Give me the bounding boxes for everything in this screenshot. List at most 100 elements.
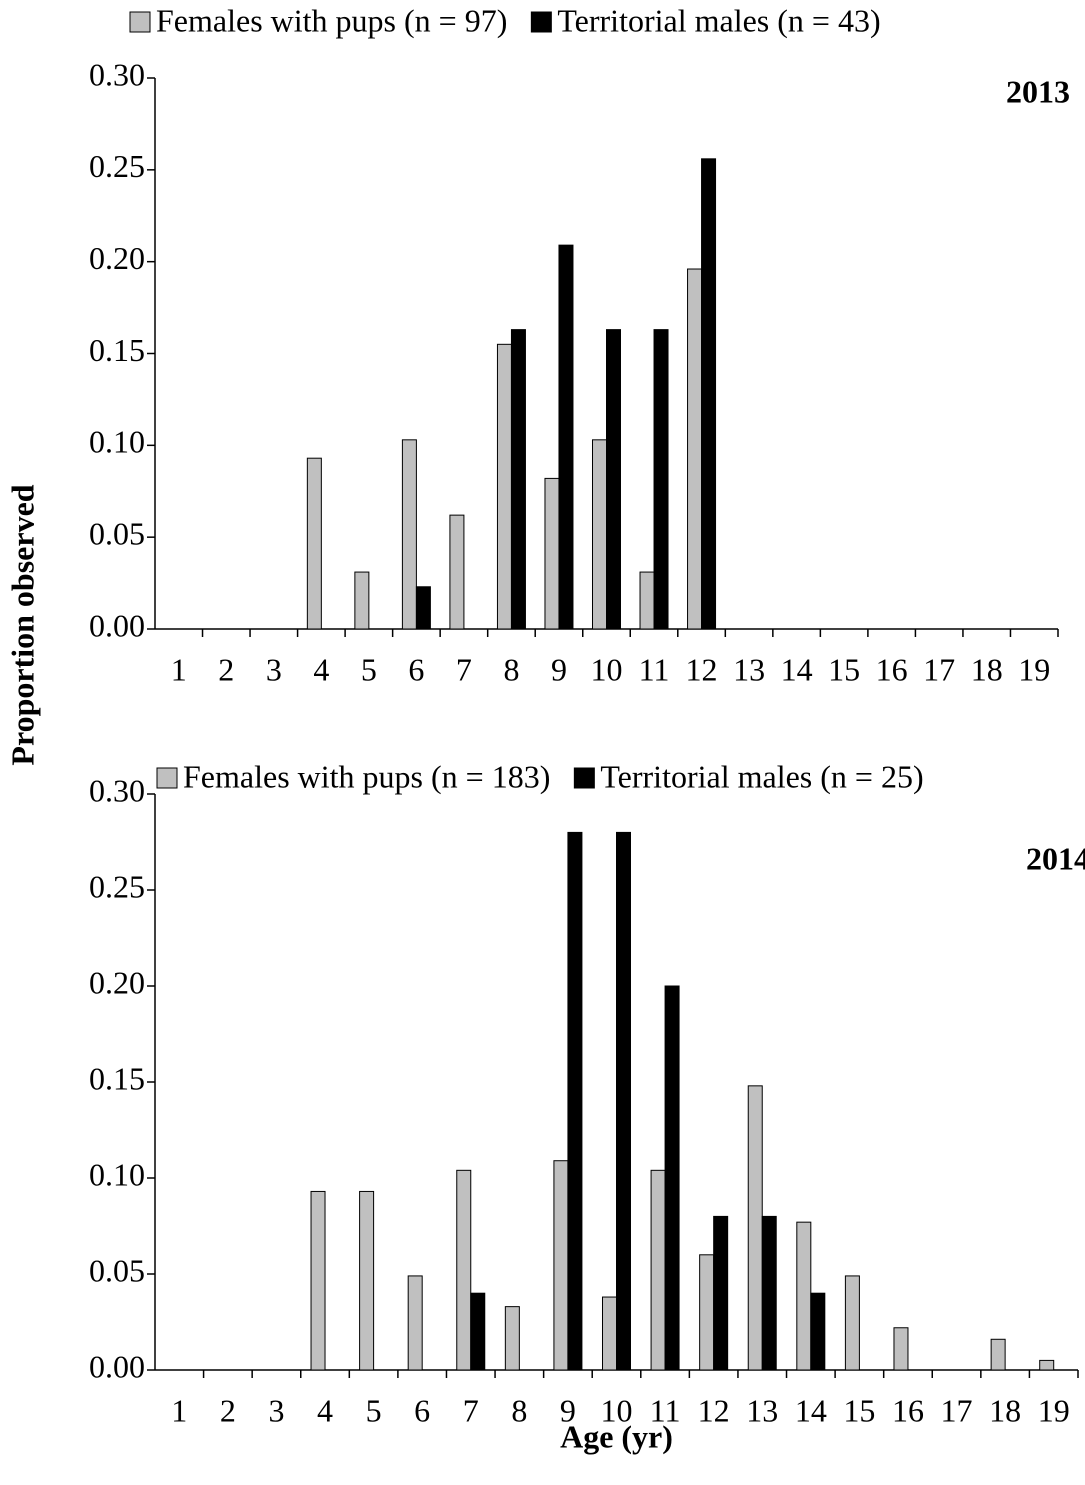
y-tick-label: 0.10	[89, 1156, 145, 1192]
bar	[713, 1215, 729, 1371]
x-tick-label: 13	[733, 651, 765, 687]
x-tick-label: 17	[923, 651, 955, 687]
x-tick-label: 9	[560, 1392, 576, 1428]
x-tick-label: 15	[828, 651, 860, 687]
x-tick-label: 18	[971, 651, 1003, 687]
bar	[504, 1306, 520, 1371]
bar	[456, 1169, 472, 1371]
y-tick-label: 0.25	[89, 148, 145, 184]
y-tick-label: 0.20	[89, 240, 145, 276]
x-tick-label: 19	[1038, 1392, 1070, 1428]
x-tick-label: 6	[414, 1392, 430, 1428]
bar	[496, 343, 512, 630]
x-tick-label: 10	[591, 651, 623, 687]
y-tick-label: 0.15	[89, 1060, 145, 1096]
bar	[1039, 1359, 1055, 1371]
legend-label: Females with pups (n = 183)	[183, 758, 550, 794]
x-tick-label: 14	[781, 651, 813, 687]
x-tick-label: 5	[366, 1392, 382, 1428]
bar	[687, 268, 703, 630]
y-tick-label: 0.30	[89, 772, 145, 808]
bar	[401, 439, 417, 630]
bar	[592, 439, 607, 630]
bar	[616, 831, 631, 1371]
x-tick-label: 2	[220, 1392, 236, 1428]
x-tick-label: 6	[408, 651, 424, 687]
x-tick-label: 4	[317, 1392, 333, 1428]
bar	[407, 1275, 423, 1371]
x-tick-label: 8	[503, 651, 519, 687]
y-tick-label: 0.30	[89, 56, 145, 92]
bar	[893, 1327, 909, 1371]
x-tick-label: 8	[511, 1392, 527, 1428]
x-tick-label: 9	[551, 651, 567, 687]
bar	[810, 1292, 826, 1371]
bar	[990, 1338, 1006, 1371]
y-tick-label: 0.05	[89, 516, 145, 552]
x-tick-label: 7	[463, 1392, 479, 1428]
bar	[701, 158, 717, 630]
x-tick-label: 12	[698, 1392, 730, 1428]
x-tick-label: 10	[601, 1392, 633, 1428]
bar	[553, 1160, 569, 1371]
annotation: 2014	[1026, 840, 1085, 876]
legend-swatch	[530, 11, 552, 33]
x-tick-label: 5	[361, 651, 377, 687]
legend-label: Females with pups (n = 97)	[156, 2, 507, 38]
x-tick-label: 4	[313, 651, 329, 687]
x-tick-label: 12	[686, 651, 718, 687]
x-tick-label: 3	[266, 651, 282, 687]
y-tick-label: 0.00	[89, 607, 145, 643]
legend-label: Territorial males (n = 43)	[557, 2, 880, 38]
x-tick-label: 19	[1018, 651, 1050, 687]
y-tick-label: 0.20	[89, 964, 145, 1000]
bar	[602, 1296, 617, 1371]
bar	[567, 831, 583, 1371]
bar	[470, 1292, 486, 1371]
x-tick-label: 13	[746, 1392, 778, 1428]
y-tick-label: 0.15	[89, 332, 145, 368]
bar	[699, 1254, 715, 1371]
y-tick-label: 0.05	[89, 1252, 145, 1288]
x-axis-label: Age (yr)	[560, 1418, 673, 1454]
y-tick-label: 0.00	[89, 1348, 145, 1384]
bar	[650, 1169, 666, 1371]
y-tick-label: 0.25	[89, 868, 145, 904]
x-tick-label: 14	[795, 1392, 827, 1428]
bar	[544, 477, 560, 630]
bar	[359, 1190, 375, 1371]
x-tick-label: 2	[218, 651, 234, 687]
bar	[761, 1215, 777, 1371]
bar	[415, 586, 431, 630]
annotation: 2013	[1006, 73, 1070, 109]
bar	[306, 457, 322, 630]
bar	[449, 514, 465, 630]
legend-swatch	[156, 767, 178, 789]
bar	[606, 329, 621, 630]
y-axis-label: Proportion observed	[4, 484, 40, 765]
bar	[747, 1085, 763, 1371]
legend-swatch	[129, 11, 151, 33]
y-tick-label: 0.10	[89, 424, 145, 460]
x-tick-label: 16	[892, 1392, 924, 1428]
bar	[844, 1275, 860, 1371]
x-tick-label: 3	[268, 1392, 284, 1428]
bar	[510, 329, 526, 630]
x-tick-label: 7	[456, 651, 472, 687]
x-tick-label: 11	[639, 651, 670, 687]
bar	[664, 985, 680, 1371]
bar	[310, 1190, 326, 1371]
bar	[653, 329, 669, 630]
x-tick-label: 18	[989, 1392, 1021, 1428]
bar	[796, 1221, 812, 1371]
x-tick-label: 1	[171, 651, 187, 687]
x-tick-label: 15	[843, 1392, 875, 1428]
x-tick-label: 1	[171, 1392, 187, 1428]
x-tick-label: 16	[876, 651, 908, 687]
bar	[558, 244, 574, 630]
bar	[639, 571, 655, 630]
bar	[354, 571, 370, 630]
legend-label: Territorial males (n = 25)	[600, 758, 923, 794]
